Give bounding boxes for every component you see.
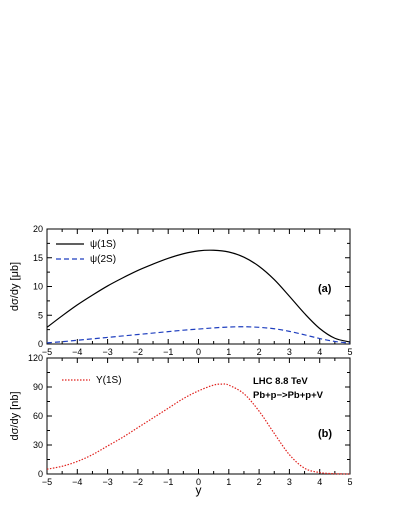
series-lines-b (46, 383, 351, 475)
x-tick-label: 0 (196, 347, 201, 357)
x-tick-label: −4 (72, 477, 82, 487)
y-tick-label: 60 (33, 411, 43, 421)
y-tick-label: 20 (33, 224, 43, 234)
series-line-a-0 (46, 249, 351, 343)
series-lines-a (46, 249, 351, 344)
x-tick-label: 0 (196, 477, 201, 487)
x-tick-label: −5 (42, 477, 52, 487)
series-line-a-1 (46, 326, 351, 344)
y-tick-label: 30 (33, 440, 43, 450)
series-line-b-0 (46, 383, 351, 475)
legend-label-psi2s: ψ(2S) (90, 254, 116, 265)
x-axis-label: y (196, 483, 202, 497)
x-tick-label: −1 (163, 477, 173, 487)
x-tick-label: −5 (42, 347, 52, 357)
panel-label-b: (b) (318, 428, 332, 440)
x-tick-label: 1 (226, 477, 231, 487)
ticks-b: 0 30 60 90 120 −5 −4 −3 −2 −1 0 1 2 3 4 5 (28, 353, 353, 487)
x-tick-label: 5 (347, 347, 352, 357)
ticks-a: 0 5 10 15 20 −5 −4 −3 −2 −1 0 1 2 3 4 5 (33, 224, 353, 357)
x-tick-label: 3 (287, 477, 292, 487)
x-tick-label: 1 (226, 347, 231, 357)
x-tick-label: −2 (133, 347, 143, 357)
y-tick-label: 120 (28, 353, 43, 363)
x-tick-label: −3 (102, 347, 112, 357)
y-axis-label-b: dσ/dy [nb] (9, 392, 21, 441)
y-tick-label: 15 (33, 253, 43, 263)
x-tick-label: −4 (72, 347, 82, 357)
x-tick-label: −1 (163, 347, 173, 357)
legend-b: Υ(1S) (62, 375, 122, 386)
annotation-lhc-energy: LHC 8.8 TeV (253, 376, 308, 387)
x-tick-label: 3 (287, 347, 292, 357)
legend-label-psi1s: ψ(1S) (90, 239, 116, 250)
x-tick-label: 2 (257, 477, 262, 487)
x-tick-label: −2 (133, 477, 143, 487)
panel-label-a: (a) (318, 283, 332, 295)
y-tick-label: 10 (33, 282, 43, 292)
x-tick-label: 2 (257, 347, 262, 357)
x-tick-label: 4 (317, 347, 322, 357)
y-tick-label: 0 (38, 469, 43, 479)
legend-a: ψ(1S) ψ(2S) (56, 239, 116, 265)
y-tick-label: 0 (38, 339, 43, 349)
y-tick-label: 90 (33, 382, 43, 392)
x-tick-label: 4 (317, 477, 322, 487)
x-tick-label: −3 (102, 477, 112, 487)
y-tick-label: 5 (38, 310, 43, 320)
legend-label-upsilon1s: Υ(1S) (96, 375, 122, 386)
annotation-reaction: Pb+p−>Pb+p+V (253, 390, 324, 401)
x-tick-label: 5 (347, 477, 352, 487)
y-axis-label-a: dσ/dy [μb] (9, 262, 21, 311)
